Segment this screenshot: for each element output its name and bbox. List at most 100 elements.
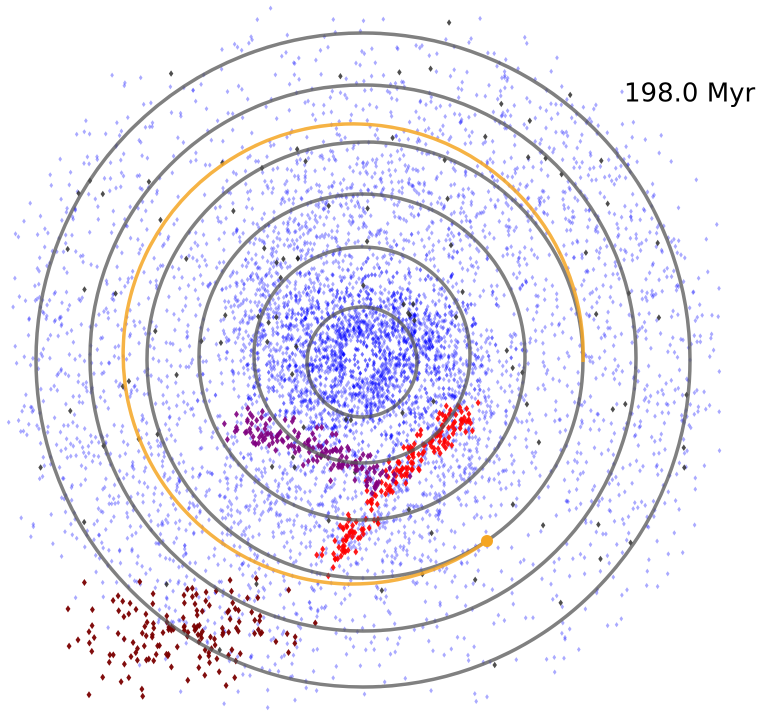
star-particle xyxy=(376,367,381,373)
star-particle xyxy=(545,211,550,218)
star-particle xyxy=(61,422,66,429)
star-particle xyxy=(376,390,380,396)
star-particle xyxy=(363,210,368,216)
star-particle xyxy=(389,559,394,565)
star-particle xyxy=(407,341,412,347)
star-particle xyxy=(376,321,381,328)
star-particle xyxy=(430,131,435,137)
star-particle xyxy=(560,329,565,335)
star-particle xyxy=(603,261,607,268)
star-particle xyxy=(247,524,252,530)
star-particle xyxy=(228,190,233,196)
star-particle xyxy=(339,389,344,395)
star-particle xyxy=(552,669,557,675)
star-particle xyxy=(344,634,348,640)
star-particle xyxy=(462,469,467,475)
star-particle xyxy=(570,240,575,246)
star-particle xyxy=(302,349,307,355)
star-particle xyxy=(267,493,272,499)
star-particle xyxy=(101,388,106,394)
star-particle xyxy=(176,194,180,200)
star-particle xyxy=(380,393,385,399)
star-particle xyxy=(377,240,382,246)
star-particle xyxy=(206,595,211,601)
star-particle xyxy=(641,463,645,469)
star-particle xyxy=(429,201,434,207)
star-particle xyxy=(86,450,91,456)
star-particle xyxy=(414,189,419,195)
star-particle xyxy=(299,616,304,622)
star-particle xyxy=(306,499,311,505)
star-particle xyxy=(357,276,361,282)
star-particle xyxy=(368,486,373,492)
star-particle xyxy=(499,568,504,574)
star-particle xyxy=(252,598,257,604)
star-particle xyxy=(347,281,352,287)
star-particle xyxy=(427,341,432,347)
star-particle xyxy=(443,304,448,310)
star-particle xyxy=(292,241,297,247)
star-particle xyxy=(674,287,679,293)
star-particle xyxy=(234,228,239,234)
star-particle xyxy=(575,238,579,244)
star-particle xyxy=(298,341,303,348)
star-particle xyxy=(309,606,314,612)
star-particle xyxy=(150,124,155,130)
star-particle xyxy=(262,282,267,288)
star-particle xyxy=(436,268,441,274)
star-particle xyxy=(467,133,472,139)
star-particle xyxy=(346,205,350,211)
star-particle xyxy=(611,299,615,305)
star-particle xyxy=(53,289,58,295)
star-particle xyxy=(362,301,366,307)
star-particle xyxy=(312,280,316,286)
star-particle xyxy=(360,556,364,562)
star-particle xyxy=(424,446,429,452)
star-particle xyxy=(266,344,271,350)
star-particle xyxy=(203,257,207,263)
star-particle xyxy=(220,286,225,292)
star-particle xyxy=(615,221,619,227)
star-particle xyxy=(328,148,333,154)
star-particle xyxy=(58,156,63,162)
star-particle xyxy=(364,325,369,331)
star-particle xyxy=(658,330,663,337)
star-particle xyxy=(368,408,373,414)
star-particle xyxy=(454,447,458,453)
star-particle xyxy=(606,157,611,163)
star-particle xyxy=(221,259,226,265)
star-particle xyxy=(510,576,514,582)
star-particle xyxy=(397,156,402,162)
star-particle xyxy=(402,530,407,536)
star-particle xyxy=(433,301,438,307)
star-particle xyxy=(168,340,173,346)
star-particle xyxy=(361,160,366,166)
star-particle xyxy=(372,623,376,629)
star-particle xyxy=(63,529,67,535)
star-particle xyxy=(467,447,471,454)
star-particle xyxy=(328,412,333,418)
star-particle xyxy=(206,555,211,561)
star-particle xyxy=(314,561,319,567)
star-particle xyxy=(325,484,330,490)
star-particle xyxy=(429,230,434,236)
star-particle xyxy=(323,485,328,491)
star-particle xyxy=(364,296,369,302)
star-particle xyxy=(183,303,188,309)
star-particle xyxy=(383,319,387,325)
star-particle xyxy=(240,611,245,617)
star-particle xyxy=(517,482,522,488)
star-particle xyxy=(243,504,248,510)
star-particle xyxy=(215,426,220,432)
star-particle xyxy=(293,229,298,235)
star-particle xyxy=(332,215,337,222)
star-particle xyxy=(212,553,216,559)
star-particle xyxy=(387,323,392,329)
star-particle xyxy=(429,337,434,343)
star-particle xyxy=(367,470,371,476)
star-particle xyxy=(223,462,228,468)
star-particle xyxy=(297,290,301,296)
star-particle xyxy=(145,226,149,233)
star-particle xyxy=(412,464,417,470)
star-particle xyxy=(149,451,154,458)
